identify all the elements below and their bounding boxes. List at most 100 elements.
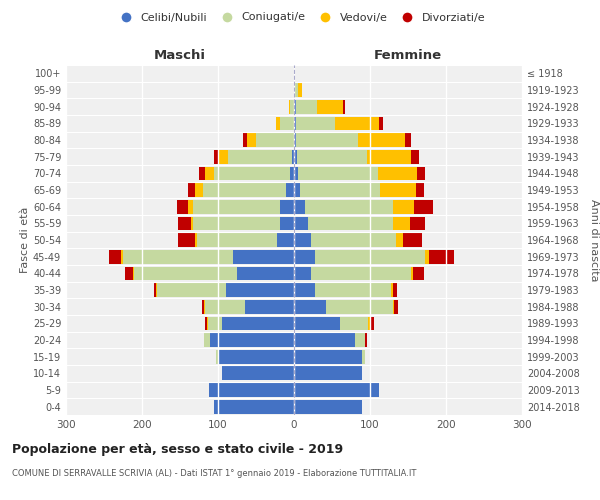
Bar <box>294 300 326 314</box>
Bar <box>305 200 393 213</box>
Bar <box>355 333 365 347</box>
Bar <box>256 133 294 147</box>
Bar <box>214 150 219 164</box>
Bar <box>294 83 298 97</box>
Text: Femmine: Femmine <box>374 48 442 62</box>
Bar <box>276 116 280 130</box>
Bar <box>296 100 317 114</box>
Bar <box>177 200 188 213</box>
Bar <box>414 200 433 213</box>
Bar <box>219 150 228 164</box>
Bar <box>370 316 374 330</box>
Bar <box>294 366 362 380</box>
Bar <box>425 250 429 264</box>
Bar <box>154 283 155 297</box>
Bar <box>365 333 367 347</box>
Text: COMUNE DI SERRAVALLE SCRIVIA (AL) - Dati ISTAT 1° gennaio 2019 - Elaborazione TU: COMUNE DI SERRAVALLE SCRIVIA (AL) - Dati… <box>12 469 416 478</box>
Bar <box>109 250 121 264</box>
Bar <box>393 300 394 314</box>
Legend: Celibi/Nubili, Coniugati/e, Vedovi/e, Divorziati/e: Celibi/Nubili, Coniugati/e, Vedovi/e, Di… <box>110 8 490 27</box>
Bar <box>157 283 226 297</box>
Bar <box>315 283 391 297</box>
Bar <box>205 316 206 330</box>
Bar <box>193 216 280 230</box>
Bar <box>188 183 195 197</box>
Bar <box>368 316 370 330</box>
Bar <box>294 116 296 130</box>
Bar <box>290 100 294 114</box>
Bar <box>237 266 294 280</box>
Bar <box>393 283 397 297</box>
Bar <box>290 166 294 180</box>
Bar <box>195 233 197 247</box>
Bar <box>308 216 393 230</box>
Y-axis label: Anni di nascita: Anni di nascita <box>589 198 599 281</box>
Bar <box>294 150 297 164</box>
Bar <box>294 316 340 330</box>
Bar <box>289 100 290 114</box>
Bar <box>335 116 379 130</box>
Bar <box>280 200 294 213</box>
Bar <box>277 233 294 247</box>
Bar <box>294 333 355 347</box>
Bar <box>391 283 393 297</box>
Bar <box>208 316 222 330</box>
Bar <box>405 133 411 147</box>
Bar <box>233 250 294 264</box>
Bar <box>296 116 335 130</box>
Bar <box>123 250 233 264</box>
Bar <box>294 283 315 297</box>
Bar <box>429 250 454 264</box>
Bar <box>280 216 294 230</box>
Bar <box>380 183 416 197</box>
Bar <box>296 133 358 147</box>
Bar <box>298 83 302 97</box>
Bar <box>396 233 403 247</box>
Bar <box>178 216 191 230</box>
Bar <box>188 200 193 213</box>
Bar <box>393 200 414 213</box>
Bar <box>205 333 211 347</box>
Bar <box>413 266 424 280</box>
Bar <box>243 133 247 147</box>
Bar <box>377 166 417 180</box>
Bar <box>209 383 294 397</box>
Bar <box>294 100 296 114</box>
Bar <box>226 283 294 297</box>
Bar <box>294 383 379 397</box>
Bar <box>214 400 294 413</box>
Bar <box>218 350 294 364</box>
Bar <box>205 166 214 180</box>
Bar <box>294 166 298 180</box>
Bar <box>247 133 256 147</box>
Bar <box>416 183 424 197</box>
Bar <box>326 300 393 314</box>
Bar <box>121 250 123 264</box>
Bar <box>214 166 290 180</box>
Bar <box>195 183 203 197</box>
Bar <box>358 133 405 147</box>
Bar <box>394 300 398 314</box>
Bar <box>211 333 294 347</box>
Bar <box>155 283 157 297</box>
Bar <box>294 133 296 147</box>
Bar <box>311 233 396 247</box>
Bar <box>125 266 133 280</box>
Bar <box>294 400 362 413</box>
Bar <box>315 250 425 264</box>
Bar <box>300 183 380 197</box>
Bar <box>294 266 311 280</box>
Bar <box>297 150 367 164</box>
Bar <box>294 183 300 197</box>
Bar <box>228 150 292 164</box>
Text: Popolazione per età, sesso e stato civile - 2019: Popolazione per età, sesso e stato civil… <box>12 442 343 456</box>
Bar <box>411 150 419 164</box>
Bar <box>343 100 345 114</box>
Bar <box>134 266 237 280</box>
Bar <box>197 233 277 247</box>
Bar <box>280 116 294 130</box>
Bar <box>193 200 280 213</box>
Bar <box>362 350 365 364</box>
Y-axis label: Fasce di età: Fasce di età <box>20 207 30 273</box>
Bar <box>367 150 411 164</box>
